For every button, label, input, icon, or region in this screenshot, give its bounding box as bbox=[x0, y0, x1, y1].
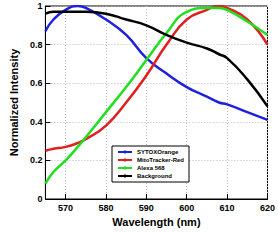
svg-text:0: 0 bbox=[37, 194, 42, 204]
svg-text:0.6: 0.6 bbox=[30, 78, 43, 88]
svg-text:590: 590 bbox=[139, 203, 154, 213]
svg-text:MitoTracker-Red: MitoTracker-Red bbox=[137, 157, 184, 163]
svg-text:Background: Background bbox=[137, 173, 172, 179]
svg-text:0.4: 0.4 bbox=[30, 117, 43, 127]
svg-text:600: 600 bbox=[179, 203, 194, 213]
svg-text:SYTOXOrange: SYTOXOrange bbox=[137, 149, 179, 155]
svg-text:0.8: 0.8 bbox=[30, 40, 43, 50]
svg-text:Alexa 568: Alexa 568 bbox=[137, 165, 165, 171]
svg-text:620: 620 bbox=[260, 203, 275, 213]
svg-text:Normalized Intensity: Normalized Intensity bbox=[8, 48, 20, 156]
svg-text:570: 570 bbox=[58, 203, 73, 213]
svg-text:1: 1 bbox=[37, 1, 42, 11]
svg-text:610: 610 bbox=[220, 203, 235, 213]
svg-text:0.2: 0.2 bbox=[30, 155, 43, 165]
svg-text:Wavelength (nm): Wavelength (nm) bbox=[112, 216, 201, 228]
svg-text:580: 580 bbox=[98, 203, 113, 213]
